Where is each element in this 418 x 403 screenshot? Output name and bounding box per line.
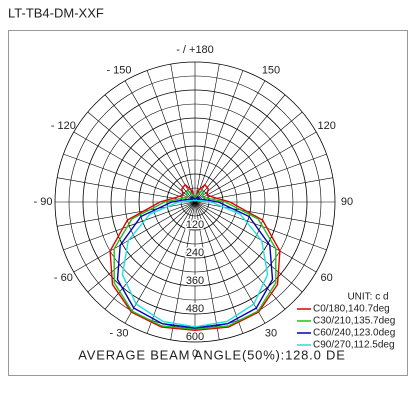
legend-label: C30/210,135.7deg (313, 316, 395, 327)
footer: AVERAGE BEAM ANGLE(50%):128.0 DE (78, 347, 345, 362)
angle-tick-label: 60 (321, 272, 333, 284)
intensity-curve (109, 183, 281, 332)
grid-circle (138, 145, 252, 259)
grid-circle (82, 89, 308, 315)
intensity-curve (116, 195, 274, 329)
angle-tick-label: - / +180 (176, 44, 214, 56)
spoke (146, 201, 196, 334)
grid-circle (54, 61, 336, 343)
angle-tick-label: 0 (192, 348, 198, 360)
spoke (73, 201, 196, 273)
spoke (194, 201, 333, 227)
spoke (194, 201, 220, 340)
spoke (194, 131, 317, 203)
frame (8, 30, 408, 376)
spoke (146, 70, 196, 203)
angle-tick-label: - 30 (110, 328, 129, 340)
angle-tick-label: - 120 (51, 120, 76, 132)
spoke (124, 80, 196, 203)
angle-tick-label: 150 (262, 64, 280, 76)
spoke (170, 64, 196, 203)
angle-tick-label: - 90 (34, 196, 53, 208)
spoke (194, 153, 327, 203)
spoke (87, 201, 196, 293)
r-tick-label: 600 (186, 331, 204, 343)
spoke (63, 153, 196, 203)
angle-tick-label: - 150 (106, 64, 131, 76)
r-tick-label: 120 (186, 219, 204, 231)
spoke (194, 201, 244, 334)
intensity-curve (113, 189, 277, 330)
spoke (194, 201, 327, 251)
spoke (194, 201, 303, 293)
spoke (73, 131, 196, 203)
spoke (170, 201, 196, 340)
intensity-curve (121, 199, 269, 328)
spoke (63, 201, 196, 251)
angle-tick-label: 30 (265, 328, 277, 340)
spoke (57, 201, 196, 227)
chart-title: LT-TB4-DM-XXF (8, 5, 104, 20)
spoke (194, 80, 266, 203)
spoke (194, 201, 317, 273)
spoke (124, 201, 196, 324)
spoke (194, 70, 244, 203)
spoke (194, 111, 303, 203)
r-tick-label: 240 (186, 247, 204, 259)
angle-tick-label: 90 (341, 196, 353, 208)
angle-tick-label: 120 (317, 120, 335, 132)
legend-label: C0/180,140.7deg (313, 304, 390, 315)
spoke (194, 201, 266, 324)
r-tick-label: 480 (186, 303, 204, 315)
spoke (87, 111, 196, 203)
grid-circle (110, 117, 280, 287)
unit-label: UNIT: c d (347, 292, 388, 303)
angle-tick-label: - 60 (54, 272, 73, 284)
spoke (194, 64, 220, 203)
legend-label: C60/240,123.0deg (313, 328, 395, 339)
spoke (194, 94, 286, 203)
spoke (104, 94, 196, 203)
r-tick-label: 360 (186, 275, 204, 287)
legend-label: C90/270,112.5deg (313, 340, 395, 351)
